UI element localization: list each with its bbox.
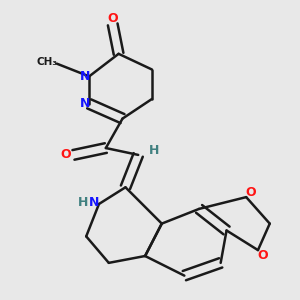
Text: CH₃: CH₃ <box>36 57 57 67</box>
Text: H: H <box>78 196 88 208</box>
Text: N: N <box>80 70 90 83</box>
Text: N: N <box>89 196 99 208</box>
Text: N: N <box>80 98 90 110</box>
Text: O: O <box>60 148 71 161</box>
Text: O: O <box>258 248 268 262</box>
Text: O: O <box>246 186 256 199</box>
Text: H: H <box>149 143 159 157</box>
Text: O: O <box>107 12 118 25</box>
